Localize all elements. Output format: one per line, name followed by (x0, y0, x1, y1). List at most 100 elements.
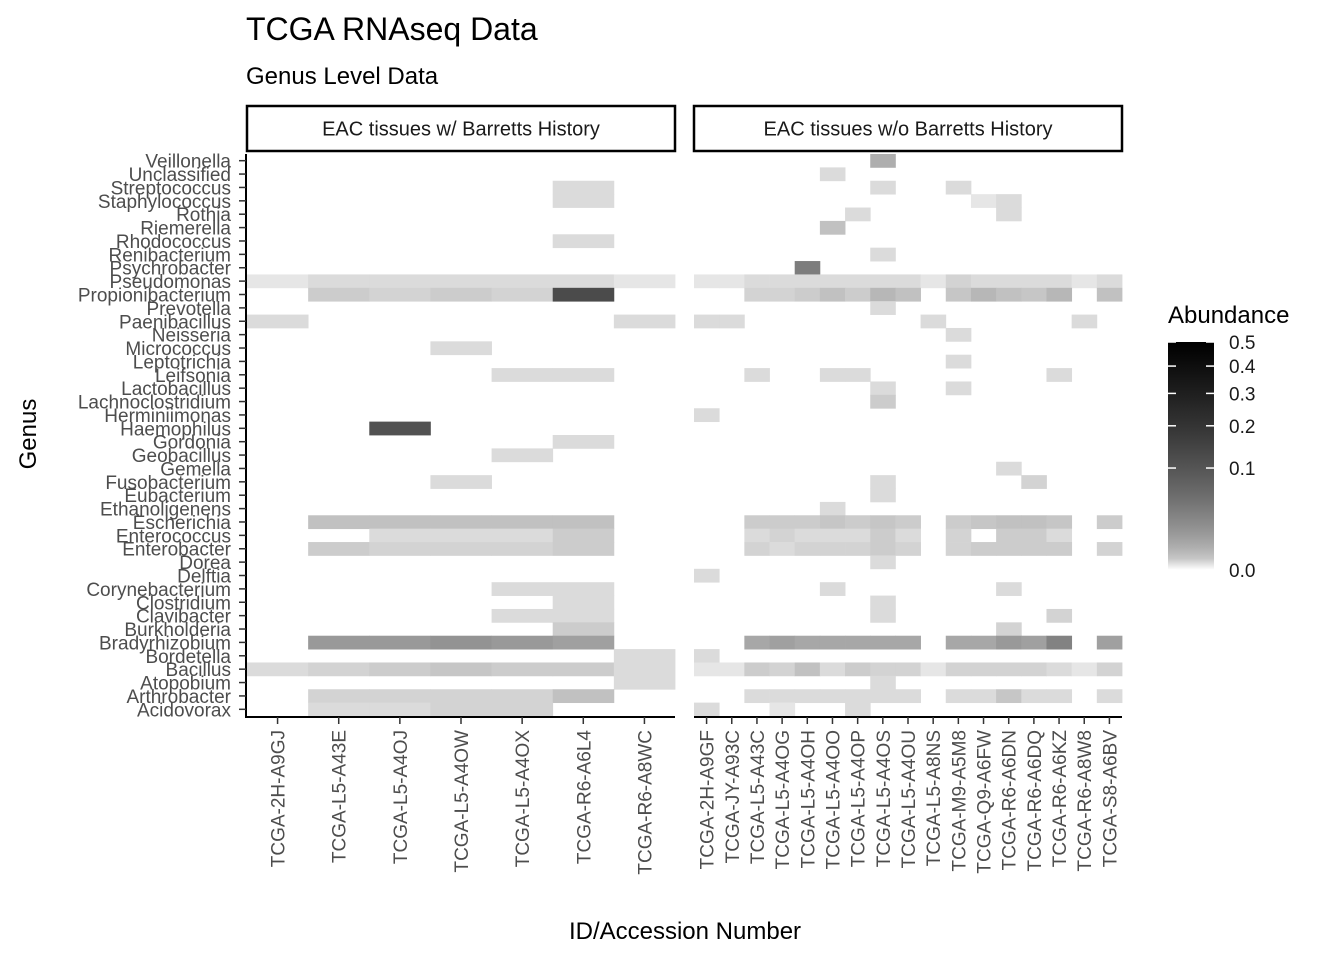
heatmap-cell (996, 528, 1022, 543)
heatmap-cell (744, 635, 770, 650)
heatmap-cell (744, 689, 770, 704)
heatmap-cell (870, 274, 896, 289)
heatmap-cell (694, 274, 720, 289)
y-tick-label-gordonia: Gordonia (153, 433, 232, 454)
heatmap-cell (694, 702, 720, 717)
y-tick-label-bacillus: Bacillus (166, 660, 231, 681)
heatmap-cell (769, 635, 796, 650)
heatmap-cell (1021, 662, 1047, 677)
heatmap-cell (845, 368, 871, 382)
heatmap-cell (996, 622, 1022, 637)
heatmap-cell (308, 635, 370, 650)
heatmap-cell (744, 274, 770, 289)
heatmap-cell (794, 635, 821, 650)
y-tick-label-unclassified: Unclassified (129, 165, 231, 186)
heatmap-cell (491, 368, 554, 382)
heatmap-cell (1021, 287, 1047, 302)
legend-tick-label: 0.1 (1229, 459, 1255, 480)
x-tick-label-tcga-l5-a4os: TCGA-L5-A4OS (874, 730, 895, 867)
heatmap-cell (430, 287, 492, 302)
chart-subtitle: Genus Level Data (246, 63, 439, 90)
x-tick-label-tcga-l5-a4oo: TCGA-L5-A4OO (823, 730, 844, 869)
heatmap-cell (769, 702, 796, 717)
facet-strip-label: EAC tissues w/ Barretts History (322, 119, 600, 141)
heatmap-cell (819, 542, 846, 556)
y-tick-label-riemerella: Riemerella (140, 219, 231, 240)
y-tick-label-clostridium: Clostridium (136, 593, 231, 614)
heatmap-cell (613, 649, 676, 663)
y-tick-label-lactobacillus: Lactobacillus (121, 379, 231, 400)
heatmap-cell (430, 475, 492, 489)
heatmap-cell (430, 689, 492, 704)
heatmap-cell (845, 207, 871, 222)
y-tick-label-gemella: Gemella (160, 459, 231, 480)
heatmap-cell (552, 595, 615, 610)
y-tick-label-burkholderia: Burkholderia (124, 620, 231, 641)
heatmap-cell (308, 515, 370, 530)
legend-title: Abundance (1168, 302, 1289, 329)
heatmap-cell (819, 220, 846, 235)
heatmap-cell (308, 702, 370, 717)
heatmap-cell (1071, 662, 1098, 677)
heatmap-cell (970, 662, 997, 677)
y-tick-label-pseudomonas: Pseudomonas (110, 272, 231, 293)
heatmap-cell (870, 488, 896, 503)
y-tick-label-acidovorax: Acidovorax (137, 700, 231, 721)
x-tick-label-tcga-r6-a6dn: TCGA-R6-A6DN (1000, 730, 1021, 870)
y-tick-label-leifsonia: Leifsonia (155, 366, 231, 387)
y-tick-label-lachnoclostridium: Lachnoclostridium (78, 393, 231, 414)
heatmap-cell (430, 528, 492, 543)
heatmap-cell (845, 274, 871, 289)
heatmap-cell (552, 662, 615, 677)
heatmap-cell (845, 515, 871, 530)
heatmap-cell (719, 274, 745, 289)
heatmap-cell (744, 528, 770, 543)
heatmap-cell (369, 702, 431, 717)
heatmap-cell (970, 274, 997, 289)
heatmap-cell (845, 542, 871, 556)
heatmap-cell (794, 689, 821, 704)
heatmap-cell (369, 274, 431, 289)
heatmap-cell (552, 274, 615, 289)
y-tick-label-neisseria: Neisseria (152, 326, 232, 347)
heatmap-cell (920, 662, 947, 677)
heatmap-cell (819, 368, 846, 382)
heatmap-cell (694, 649, 720, 663)
x-tick-label-tcga-l5-a4ou: TCGA-L5-A4OU (899, 730, 920, 868)
heatmap-cell (845, 702, 871, 717)
heatmap-cell (491, 582, 554, 596)
y-tick-label-escherichia: Escherichia (133, 513, 232, 534)
heatmap-cell (1046, 528, 1073, 543)
heatmap-cell (247, 274, 309, 289)
heatmap-cell (369, 542, 431, 556)
heatmap-cell (769, 287, 796, 302)
heatmap-cell (1046, 689, 1073, 704)
heatmap-cell (819, 689, 846, 704)
x-tick-label-tcga-r6-a6kz: TCGA-R6-A6KZ (1050, 730, 1071, 868)
heatmap-cell (491, 542, 554, 556)
heatmap-cell (819, 287, 846, 302)
legend-tick-label: 0.5 (1229, 333, 1255, 354)
heatmap-cell (895, 515, 921, 530)
heatmap-cell (845, 528, 871, 543)
heatmap-cell (552, 180, 615, 195)
heatmap-cell (945, 542, 972, 556)
heatmap-cell (552, 515, 615, 530)
heatmap-cell (819, 582, 846, 596)
heatmap-cell (308, 662, 370, 677)
heatmap-cell (1071, 314, 1098, 329)
heatmap-cell (719, 314, 745, 329)
y-tick-label-eubacterium: Eubacterium (124, 486, 231, 507)
heatmap-cell (996, 287, 1022, 302)
heatmap-cell (491, 274, 554, 289)
heatmap-cell (769, 274, 796, 289)
heatmap-cell (1021, 475, 1047, 489)
heatmap-cell (613, 274, 676, 289)
heatmap-cell (794, 287, 821, 302)
x-tick-label-tcga-jy-a93c: TCGA-JY-A93C (723, 730, 744, 863)
x-tick-label-tcga-l5-a4ow: TCGA-L5-A4OW (452, 730, 473, 873)
heatmap-cell (945, 274, 972, 289)
heatmap-cell (552, 435, 615, 449)
heatmap-cell (769, 515, 796, 530)
